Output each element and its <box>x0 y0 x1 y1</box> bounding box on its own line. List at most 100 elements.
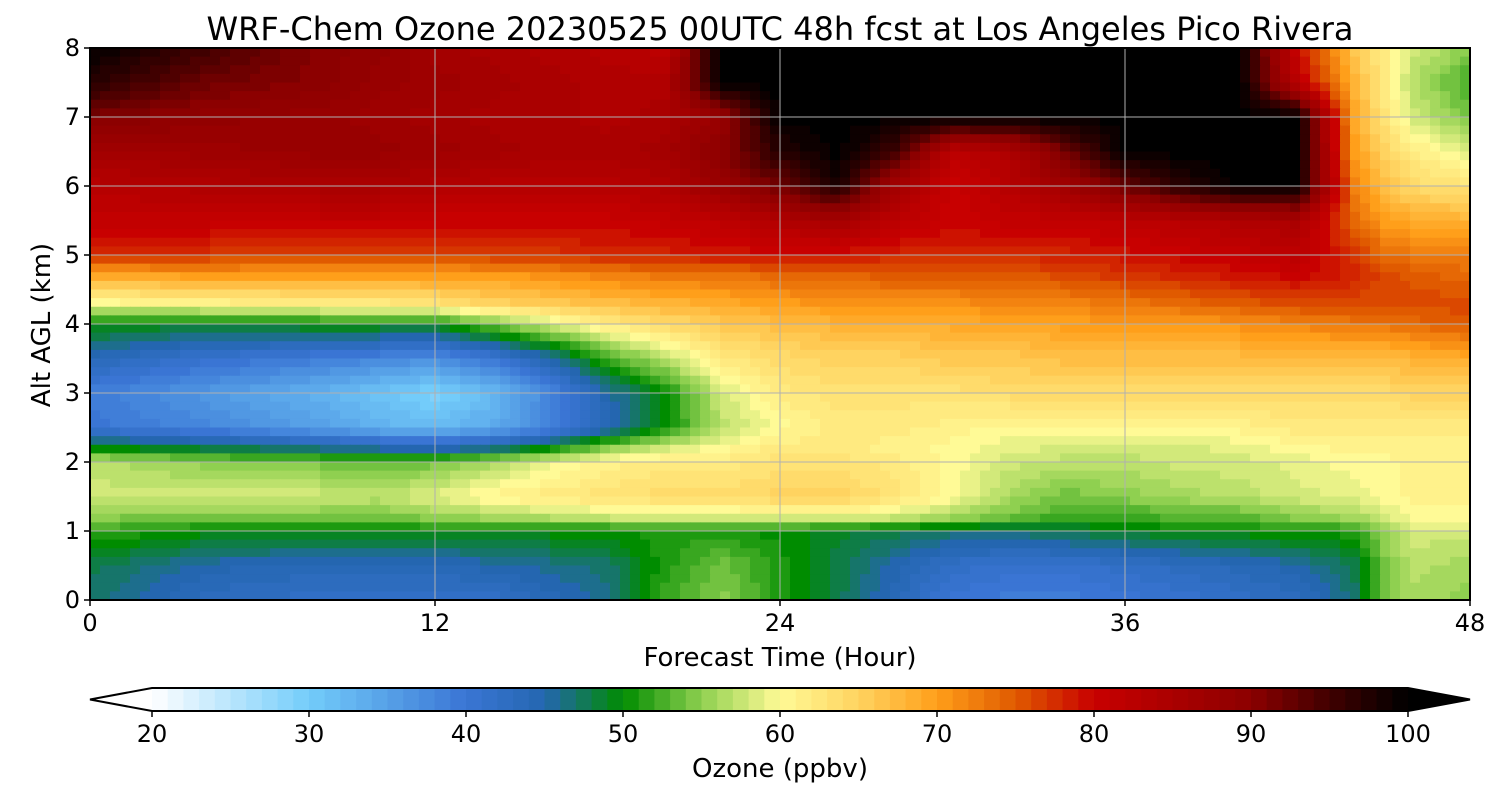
heatmap-cell <box>730 324 741 334</box>
heatmap-cell <box>810 255 821 265</box>
heatmap-cell <box>790 56 801 66</box>
heatmap-cell <box>1250 82 1261 92</box>
heatmap-cell <box>1050 272 1061 282</box>
heatmap-cell <box>310 229 321 239</box>
heatmap-cell <box>320 315 331 325</box>
heatmap-cell <box>540 306 551 316</box>
heatmap-cell <box>830 117 841 127</box>
heatmap-cell <box>1210 229 1221 239</box>
heatmap-cell <box>730 255 741 265</box>
heatmap-cell <box>110 306 121 316</box>
heatmap-cell <box>820 117 831 127</box>
heatmap-cell <box>1260 186 1271 196</box>
heatmap-cell <box>420 151 431 161</box>
heatmap-cell <box>640 306 651 316</box>
heatmap-cell <box>1190 341 1201 351</box>
heatmap-cell <box>970 306 981 316</box>
heatmap-cell <box>1040 315 1051 325</box>
heatmap-cell <box>890 99 901 109</box>
heatmap-cell <box>310 160 321 170</box>
heatmap-cell <box>1460 298 1470 308</box>
heatmap-cell <box>200 255 211 265</box>
heatmap-cell <box>630 134 641 144</box>
heatmap-cell <box>1200 142 1211 153</box>
heatmap-cell <box>400 125 411 135</box>
heatmap-cell <box>300 341 311 351</box>
heatmap-cell <box>290 263 301 273</box>
heatmap-cell <box>530 211 541 222</box>
heatmap-cell <box>490 65 501 75</box>
heatmap-cell <box>590 255 601 265</box>
heatmap-cell <box>1190 56 1201 66</box>
heatmap-cell <box>1230 73 1241 84</box>
heatmap-cell <box>440 65 451 75</box>
heatmap-cell <box>710 142 721 153</box>
heatmap-cell <box>1430 246 1441 256</box>
heatmap-cell <box>260 349 271 360</box>
heatmap-cell <box>560 315 571 325</box>
heatmap-cell <box>1410 349 1421 360</box>
heatmap-cell <box>1390 246 1401 256</box>
heatmap-cell <box>1240 125 1251 135</box>
heatmap-cell <box>410 349 421 360</box>
heatmap-cell <box>1190 289 1201 299</box>
heatmap-cell <box>340 73 351 84</box>
heatmap-cell <box>940 315 951 325</box>
heatmap-cell <box>350 324 361 334</box>
heatmap-cell <box>600 186 611 196</box>
heatmap-cell <box>750 168 761 178</box>
heatmap-cell <box>190 229 201 239</box>
heatmap-cell <box>420 82 431 92</box>
heatmap-cell <box>370 117 381 127</box>
heatmap-cell <box>280 229 291 239</box>
heatmap-cell <box>270 324 281 334</box>
heatmap-cell <box>710 194 721 204</box>
heatmap-cell <box>790 177 801 187</box>
heatmap-cell <box>1280 168 1291 178</box>
heatmap-cell <box>1250 48 1261 58</box>
heatmap-cell <box>560 246 571 256</box>
heatmap-cell <box>110 349 121 360</box>
heatmap-cell <box>500 82 511 92</box>
heatmap-cell <box>1080 332 1091 342</box>
heatmap-cell <box>920 160 931 170</box>
heatmap-cell <box>1190 186 1201 196</box>
heatmap-cell <box>350 177 361 187</box>
heatmap-cell <box>410 134 421 144</box>
heatmap-cell <box>1210 117 1221 127</box>
heatmap-cell <box>170 56 181 66</box>
heatmap-cell <box>1230 168 1241 178</box>
heatmap-cell <box>140 151 151 161</box>
heatmap-cell <box>760 298 771 308</box>
heatmap-cell <box>480 65 491 75</box>
heatmap-cell <box>1130 341 1141 351</box>
heatmap-cell <box>1020 91 1031 101</box>
heatmap-cell <box>800 160 811 170</box>
heatmap-cell <box>250 151 261 161</box>
heatmap-cell <box>960 272 971 282</box>
heatmap-cell <box>360 246 371 256</box>
heatmap-cell <box>1180 324 1191 334</box>
heatmap-cell <box>310 220 321 230</box>
heatmap-cell <box>840 117 851 127</box>
heatmap-cell <box>930 186 941 196</box>
heatmap-cell <box>900 298 911 308</box>
heatmap-cell <box>860 272 871 282</box>
heatmap-cell <box>750 315 761 325</box>
heatmap-cell <box>870 349 881 360</box>
heatmap-cell <box>1390 272 1401 282</box>
heatmap-cell <box>1220 65 1231 75</box>
heatmap-cell <box>940 203 951 213</box>
heatmap-cell <box>760 99 771 109</box>
heatmap-cell <box>530 255 541 265</box>
heatmap-cell <box>470 48 481 58</box>
heatmap-cell <box>390 48 401 58</box>
heatmap-cell <box>90 332 101 342</box>
heatmap-cell <box>240 324 251 334</box>
heatmap-cell <box>1330 203 1341 213</box>
heatmap-cell <box>710 56 721 66</box>
heatmap-cell <box>1240 91 1251 101</box>
heatmap-cell <box>580 280 591 291</box>
heatmap-cell <box>160 203 171 213</box>
heatmap-cell <box>1350 48 1361 58</box>
